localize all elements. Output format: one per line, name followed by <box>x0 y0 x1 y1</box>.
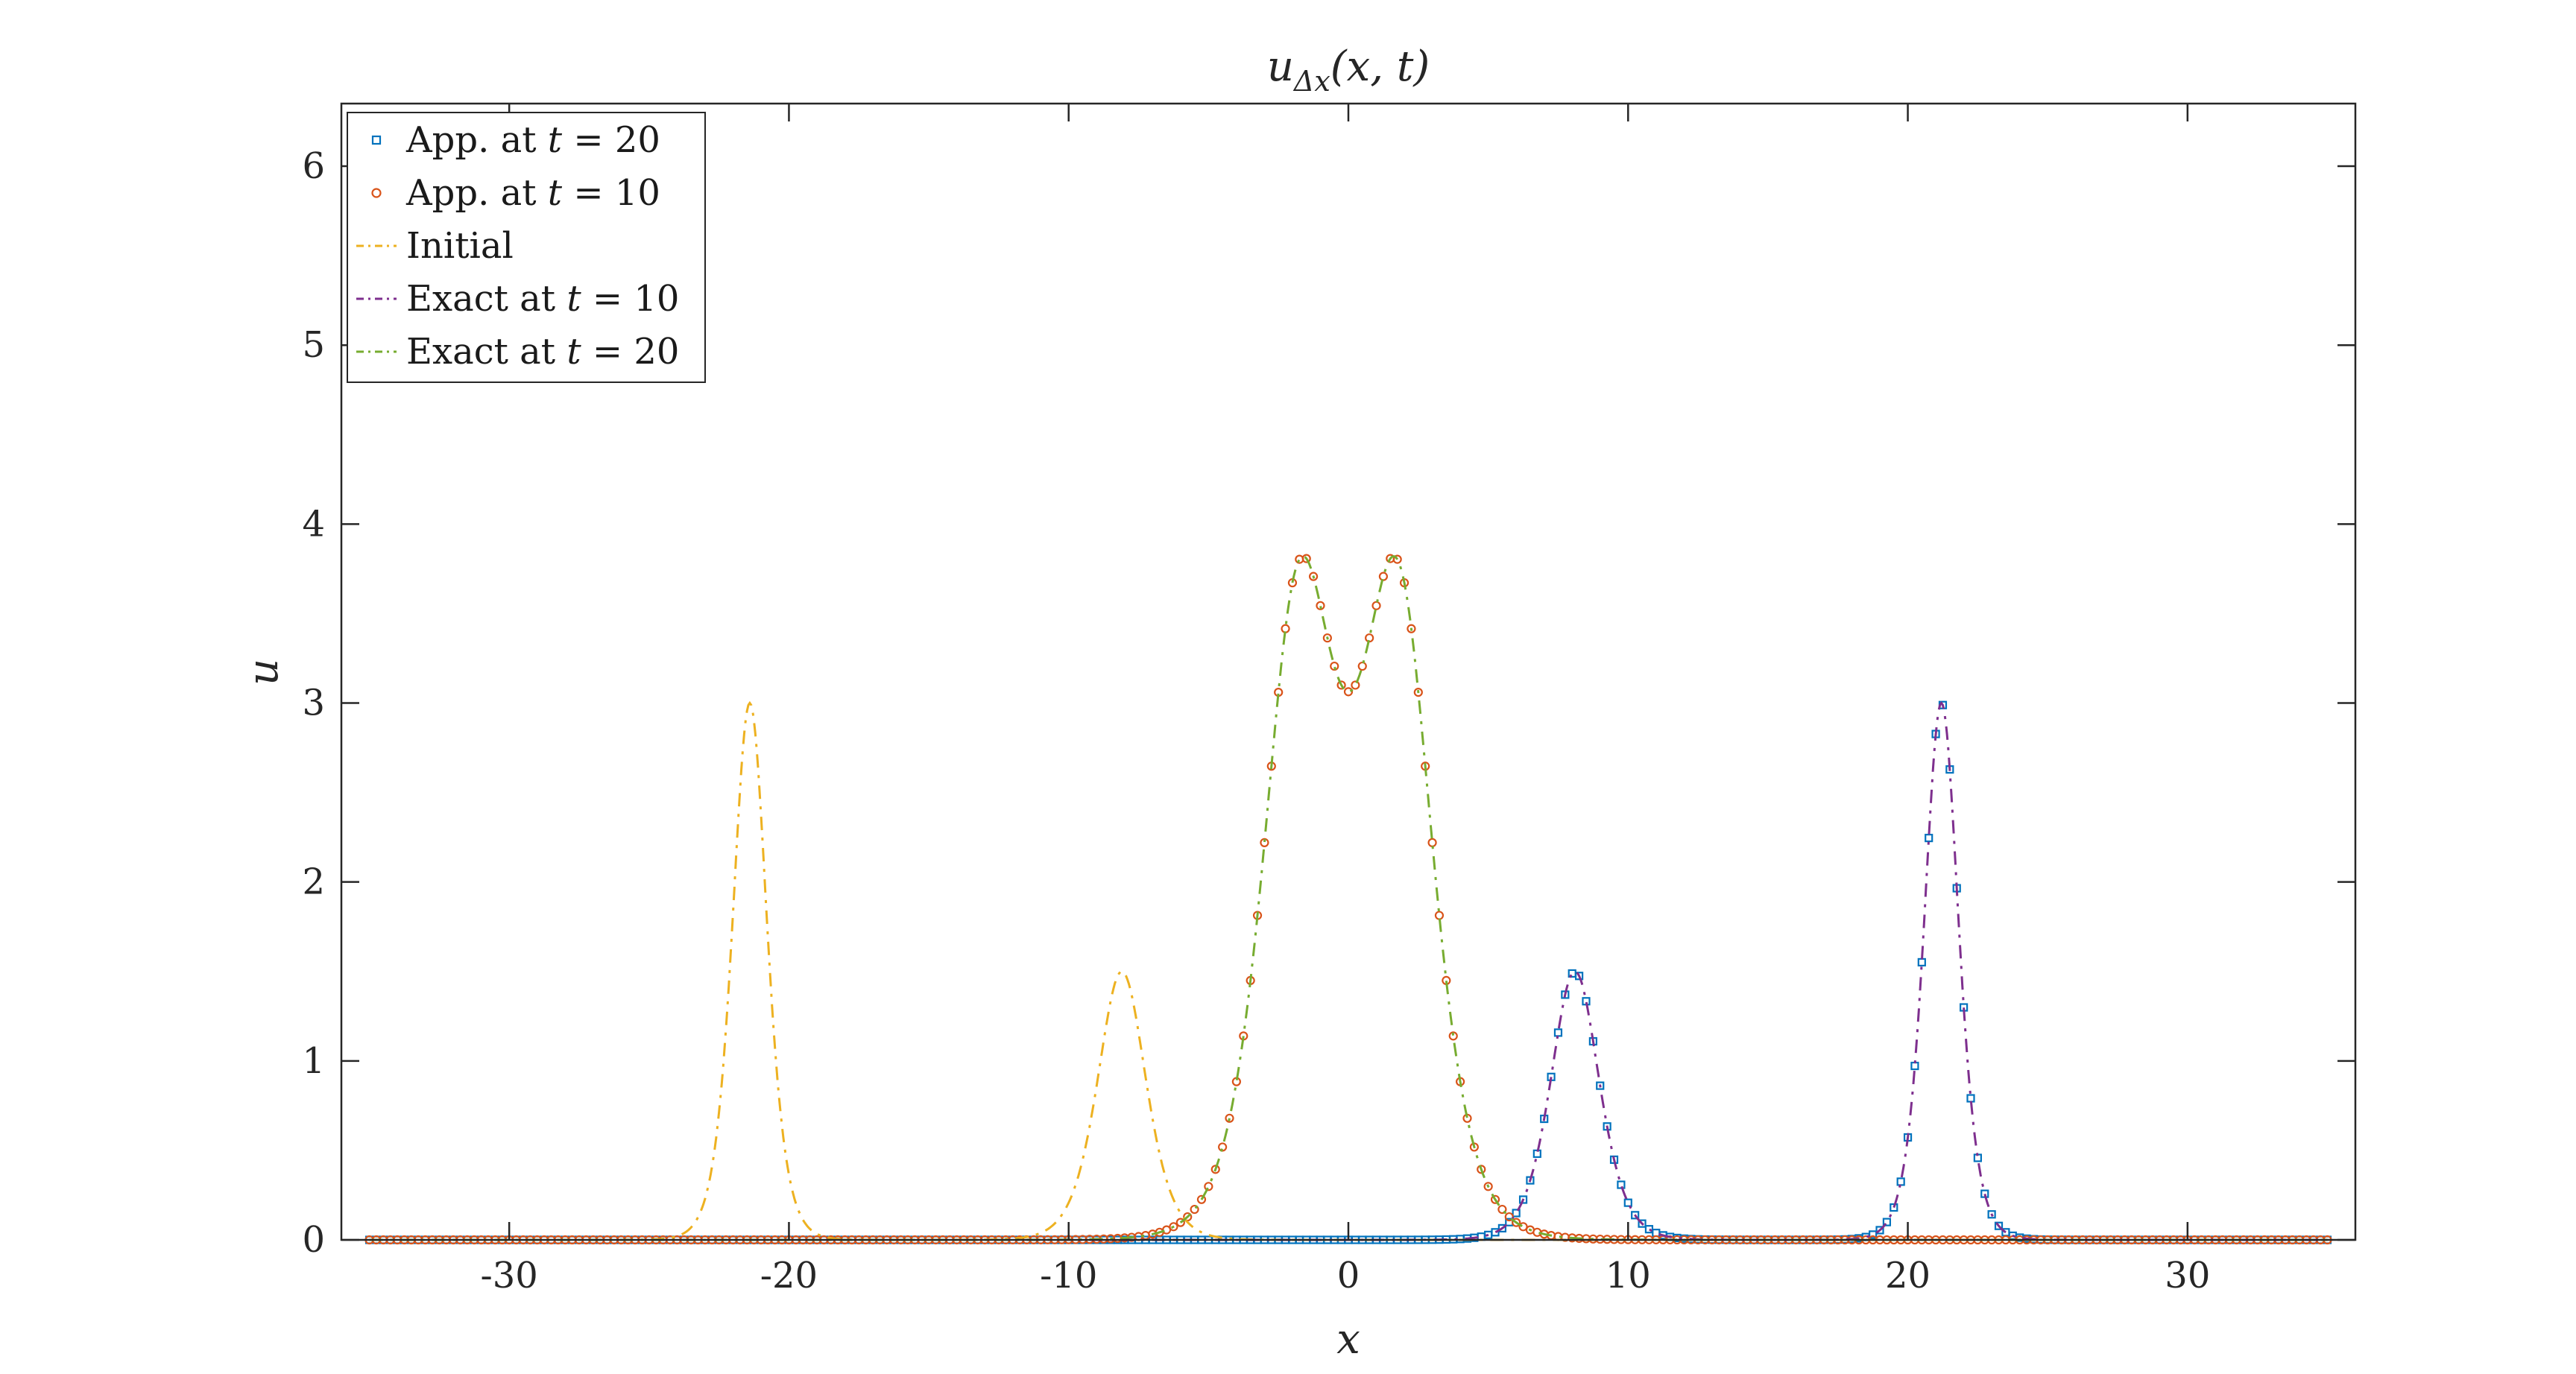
data-point <box>1631 1211 1640 1220</box>
legend-marker-swatch <box>371 135 382 145</box>
legend-item: Initial <box>356 225 514 267</box>
legend-label: Initial <box>406 225 514 267</box>
data-point <box>1623 1198 1632 1207</box>
data-point <box>1882 1218 1892 1226</box>
data-point <box>1497 1204 1507 1215</box>
data-point <box>1925 834 1933 843</box>
data-point <box>1994 1221 2004 1230</box>
data-point <box>1225 1113 1234 1123</box>
title-base: u <box>1267 42 1294 91</box>
legend-box <box>347 112 706 383</box>
ticks-layer: -30 -20 -10 0 10 20 30 0 1 2 3 4 5 6 <box>302 104 2355 1297</box>
data-point <box>1260 838 1269 847</box>
y-tick-label: 6 <box>302 145 325 187</box>
data-point <box>1869 1230 1878 1239</box>
data-point <box>1596 1081 1605 1090</box>
legend-item: Exact at t = 10 <box>356 278 679 320</box>
data-point <box>1161 1225 1172 1235</box>
data-point <box>1575 972 1584 981</box>
data-point <box>1316 601 1325 610</box>
data-point <box>1987 1210 1996 1219</box>
legend-label: App. at t = 10 <box>405 172 660 214</box>
y-tick-label: 2 <box>302 861 325 903</box>
data-point <box>1210 1165 1220 1174</box>
x-tick-label: 10 <box>1606 1255 1651 1297</box>
data-point <box>1490 1194 1500 1204</box>
legend-label: App. at t = 20 <box>405 119 660 161</box>
data-point <box>1351 680 1360 690</box>
legend-label: Exact at t = 10 <box>406 278 679 320</box>
legend-marker-swatch <box>371 188 382 198</box>
x-tick-label: -20 <box>760 1255 818 1297</box>
data-point <box>1322 633 1332 643</box>
legend-item: Exact at t = 20 <box>356 331 679 373</box>
y-tick-label: 4 <box>302 503 325 545</box>
title-subscript: Δx <box>1292 65 1330 98</box>
data-point <box>1497 1223 1507 1232</box>
x-tick-label: -30 <box>481 1255 538 1297</box>
data-point <box>1169 1222 1178 1232</box>
data-point <box>1518 1195 1528 1204</box>
x-tick-label: -10 <box>1040 1255 1097 1297</box>
y-tick-label: 1 <box>302 1040 325 1082</box>
data-point <box>1407 624 1416 633</box>
data-point <box>1638 1219 1647 1228</box>
x-axis-label: x <box>1336 1315 1360 1364</box>
chart-title: uΔx(x, t) <box>1267 42 1430 98</box>
x-tick-label: 20 <box>1885 1255 1931 1297</box>
y-tick-label: 0 <box>302 1219 325 1261</box>
y-tick-label: 3 <box>302 683 325 724</box>
legend-item: App. at t = 20 <box>371 119 660 161</box>
data-point <box>1308 572 1319 581</box>
x-tick-label: 30 <box>2165 1255 2210 1297</box>
data-point <box>1875 1226 1884 1235</box>
data-point <box>1413 687 1423 697</box>
data-point <box>1175 1218 1185 1227</box>
x-tick-label: 0 <box>1337 1255 1360 1297</box>
data-point <box>1190 1204 1199 1215</box>
legend-item: App. at t = 10 <box>371 172 660 214</box>
data-point <box>1343 687 1354 697</box>
y-axis-label: u <box>239 659 288 686</box>
legend-label: Exact at t = 20 <box>406 331 679 373</box>
data-point <box>1301 554 1311 563</box>
y-tick-label: 5 <box>302 324 325 366</box>
data-point <box>1512 1218 1521 1227</box>
data-point <box>1204 1182 1213 1191</box>
data-point <box>1392 554 1402 564</box>
data-point <box>1196 1194 1207 1204</box>
data-point <box>1336 680 1346 690</box>
data-point <box>1448 1031 1458 1041</box>
data-point <box>1483 1182 1493 1191</box>
data-point <box>1518 1222 1528 1232</box>
legend: App. at t = 20 App. at t = 10 Initial Exact… <box>347 112 706 383</box>
data-point <box>1512 1209 1521 1218</box>
title-args: (x, t) <box>1330 42 1430 91</box>
data-point <box>1477 1165 1486 1174</box>
